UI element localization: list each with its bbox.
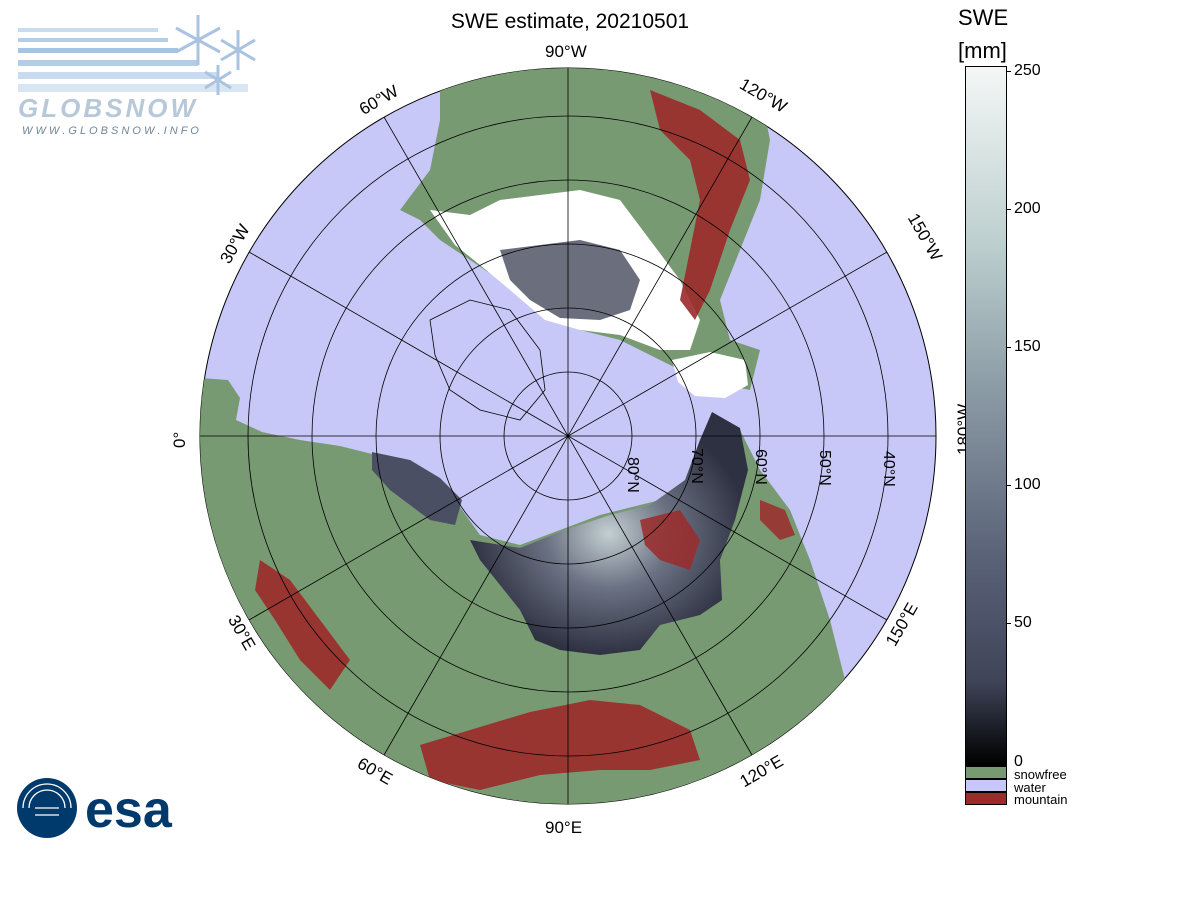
graticule (200, 68, 936, 804)
globsnow-url: W W W . G L O B S N O W . I N F O (22, 125, 199, 137)
legend-swatch-water (965, 779, 1007, 792)
lon-label-90e: 90°E (545, 818, 582, 837)
snowflake-icon (175, 15, 256, 95)
lat-label-60n: 60°N (752, 449, 769, 485)
lon-label-60e: 60°E (354, 754, 396, 789)
esa-logo: esa (17, 778, 173, 839)
colorbar-tick-label: 0 (1014, 753, 1023, 770)
esa-wordmark: esa (85, 781, 173, 839)
rockies-mountain (650, 90, 750, 320)
colorbar-title: SWE (958, 5, 1009, 30)
colorbar-tick (1006, 623, 1011, 624)
lat-label-80n: 80°N (624, 457, 641, 493)
kamchatka-mountain (760, 500, 795, 540)
colorbar-tick (1006, 485, 1011, 486)
greenland-ice (429, 299, 546, 421)
lon-label-150w: 150°W (904, 210, 946, 264)
colorbar-tick-label: 250 (1014, 62, 1041, 79)
colorbar-tick (1006, 347, 1011, 348)
lat-label-40n: 40°N (880, 451, 897, 487)
alaska-snow (672, 352, 748, 398)
legend-label-mountain: mountain (1014, 792, 1068, 807)
swe-colorbar (965, 66, 1007, 766)
lon-label-0: 0° (170, 432, 189, 448)
colorbar-tick-label: 150 (1014, 338, 1041, 355)
scandinavia-snow (372, 452, 462, 525)
legend-label-water: water (1014, 780, 1046, 795)
colorbar-tick (1006, 71, 1011, 72)
colorbar-tick-label: 50 (1014, 614, 1032, 631)
lon-label-120w: 120°W (736, 75, 790, 117)
alps-mountain (255, 560, 350, 690)
globsnow-stripes (18, 28, 248, 92)
map-title: SWE estimate, 20210501 (450, 10, 690, 33)
lat-label-50n: 50°N (816, 450, 833, 486)
lon-label-90w: 90°W (545, 42, 587, 61)
globsnow-logo: GLOBSNOW W W W . G L O B S N O W . I N F… (18, 15, 256, 137)
colorbar-unit: [mm] (958, 38, 1007, 63)
legend-swatch-snowfree (965, 766, 1007, 779)
north-america-snow-dark (500, 240, 640, 320)
legend-swatch-mountain (965, 792, 1007, 805)
legend-label-snowfree: snowfree (1014, 767, 1067, 782)
siberia-mountain (640, 510, 700, 570)
lat-label-70n: 70°N (688, 448, 705, 484)
globsnow-wordmark: GLOBSNOW (18, 93, 198, 123)
eurasia-snow-cover (470, 412, 748, 655)
colorbar-tick (1006, 209, 1011, 210)
himalaya-mountain (420, 700, 700, 790)
colorbar-tick-label: 100 (1014, 476, 1041, 493)
colorbar-tick-label: 200 (1014, 200, 1041, 217)
